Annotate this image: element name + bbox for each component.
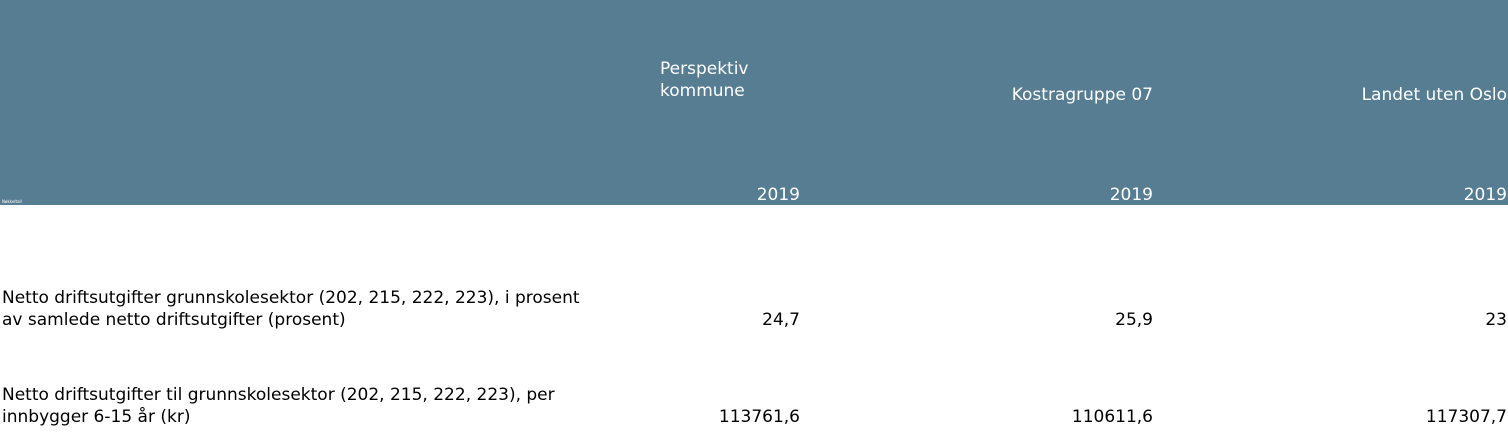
column-year: 2019 [1463, 185, 1507, 205]
column-header-perspektiv-kommune: Perspektiv kommune [660, 58, 800, 102]
table-cell: 110611,6 [1071, 407, 1153, 427]
table-cell: 113761,6 [718, 407, 800, 427]
row-label: Netto driftsutgifter til grunnskolesekto… [2, 384, 662, 428]
table-header: Nøkkeltall Perspektiv kommune Kostragrup… [0, 0, 1508, 205]
row-label-line: Netto driftsutgifter grunnskolesektor (2… [2, 288, 580, 308]
column-header-kostragruppe: Kostragruppe 07 [1011, 85, 1153, 105]
column-header-landet-uten-oslo: Landet uten Oslo [1361, 85, 1507, 105]
table-cell: 24,7 [762, 310, 800, 330]
row-label-line: Netto driftsutgifter til grunnskolesekto… [2, 385, 555, 405]
row-label-line: av samlede netto driftsutgifter (prosent… [2, 310, 346, 330]
row-label: Netto driftsutgifter grunnskolesektor (2… [2, 287, 662, 331]
column-year: 2019 [1109, 185, 1153, 205]
column-header-line: Perspektiv [660, 59, 749, 79]
row-label-line: innbygger 6-15 år (kr) [2, 407, 191, 427]
table-cell: 23 [1485, 310, 1507, 330]
column-year: 2019 [756, 185, 800, 205]
table-cell: 25,9 [1115, 310, 1153, 330]
column-header-line: kommune [660, 81, 745, 101]
table-cell: 117307,7 [1425, 407, 1507, 427]
corner-label: Nøkkeltall [2, 199, 22, 204]
